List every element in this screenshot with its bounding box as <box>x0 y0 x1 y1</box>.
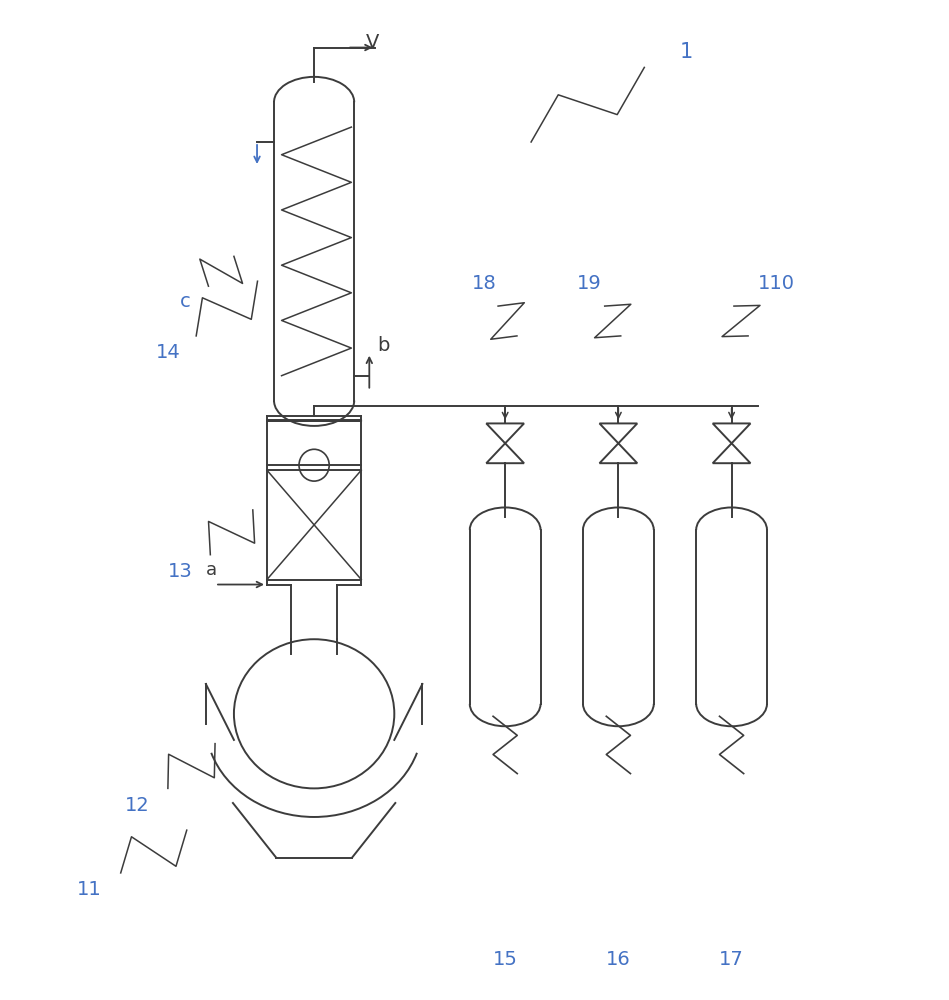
Text: 11: 11 <box>77 880 102 899</box>
Text: 110: 110 <box>758 274 795 293</box>
Text: c: c <box>179 292 190 311</box>
Text: 17: 17 <box>719 950 744 969</box>
Text: 16: 16 <box>606 950 631 969</box>
Text: 14: 14 <box>156 343 180 362</box>
Text: 15: 15 <box>493 950 517 969</box>
Text: 12: 12 <box>125 796 150 815</box>
Text: 1: 1 <box>680 42 694 62</box>
Text: 18: 18 <box>472 274 496 293</box>
Text: 13: 13 <box>168 562 193 581</box>
Text: V: V <box>366 33 380 52</box>
Text: b: b <box>377 336 389 355</box>
Text: 19: 19 <box>577 274 602 293</box>
Text: a: a <box>206 561 216 579</box>
